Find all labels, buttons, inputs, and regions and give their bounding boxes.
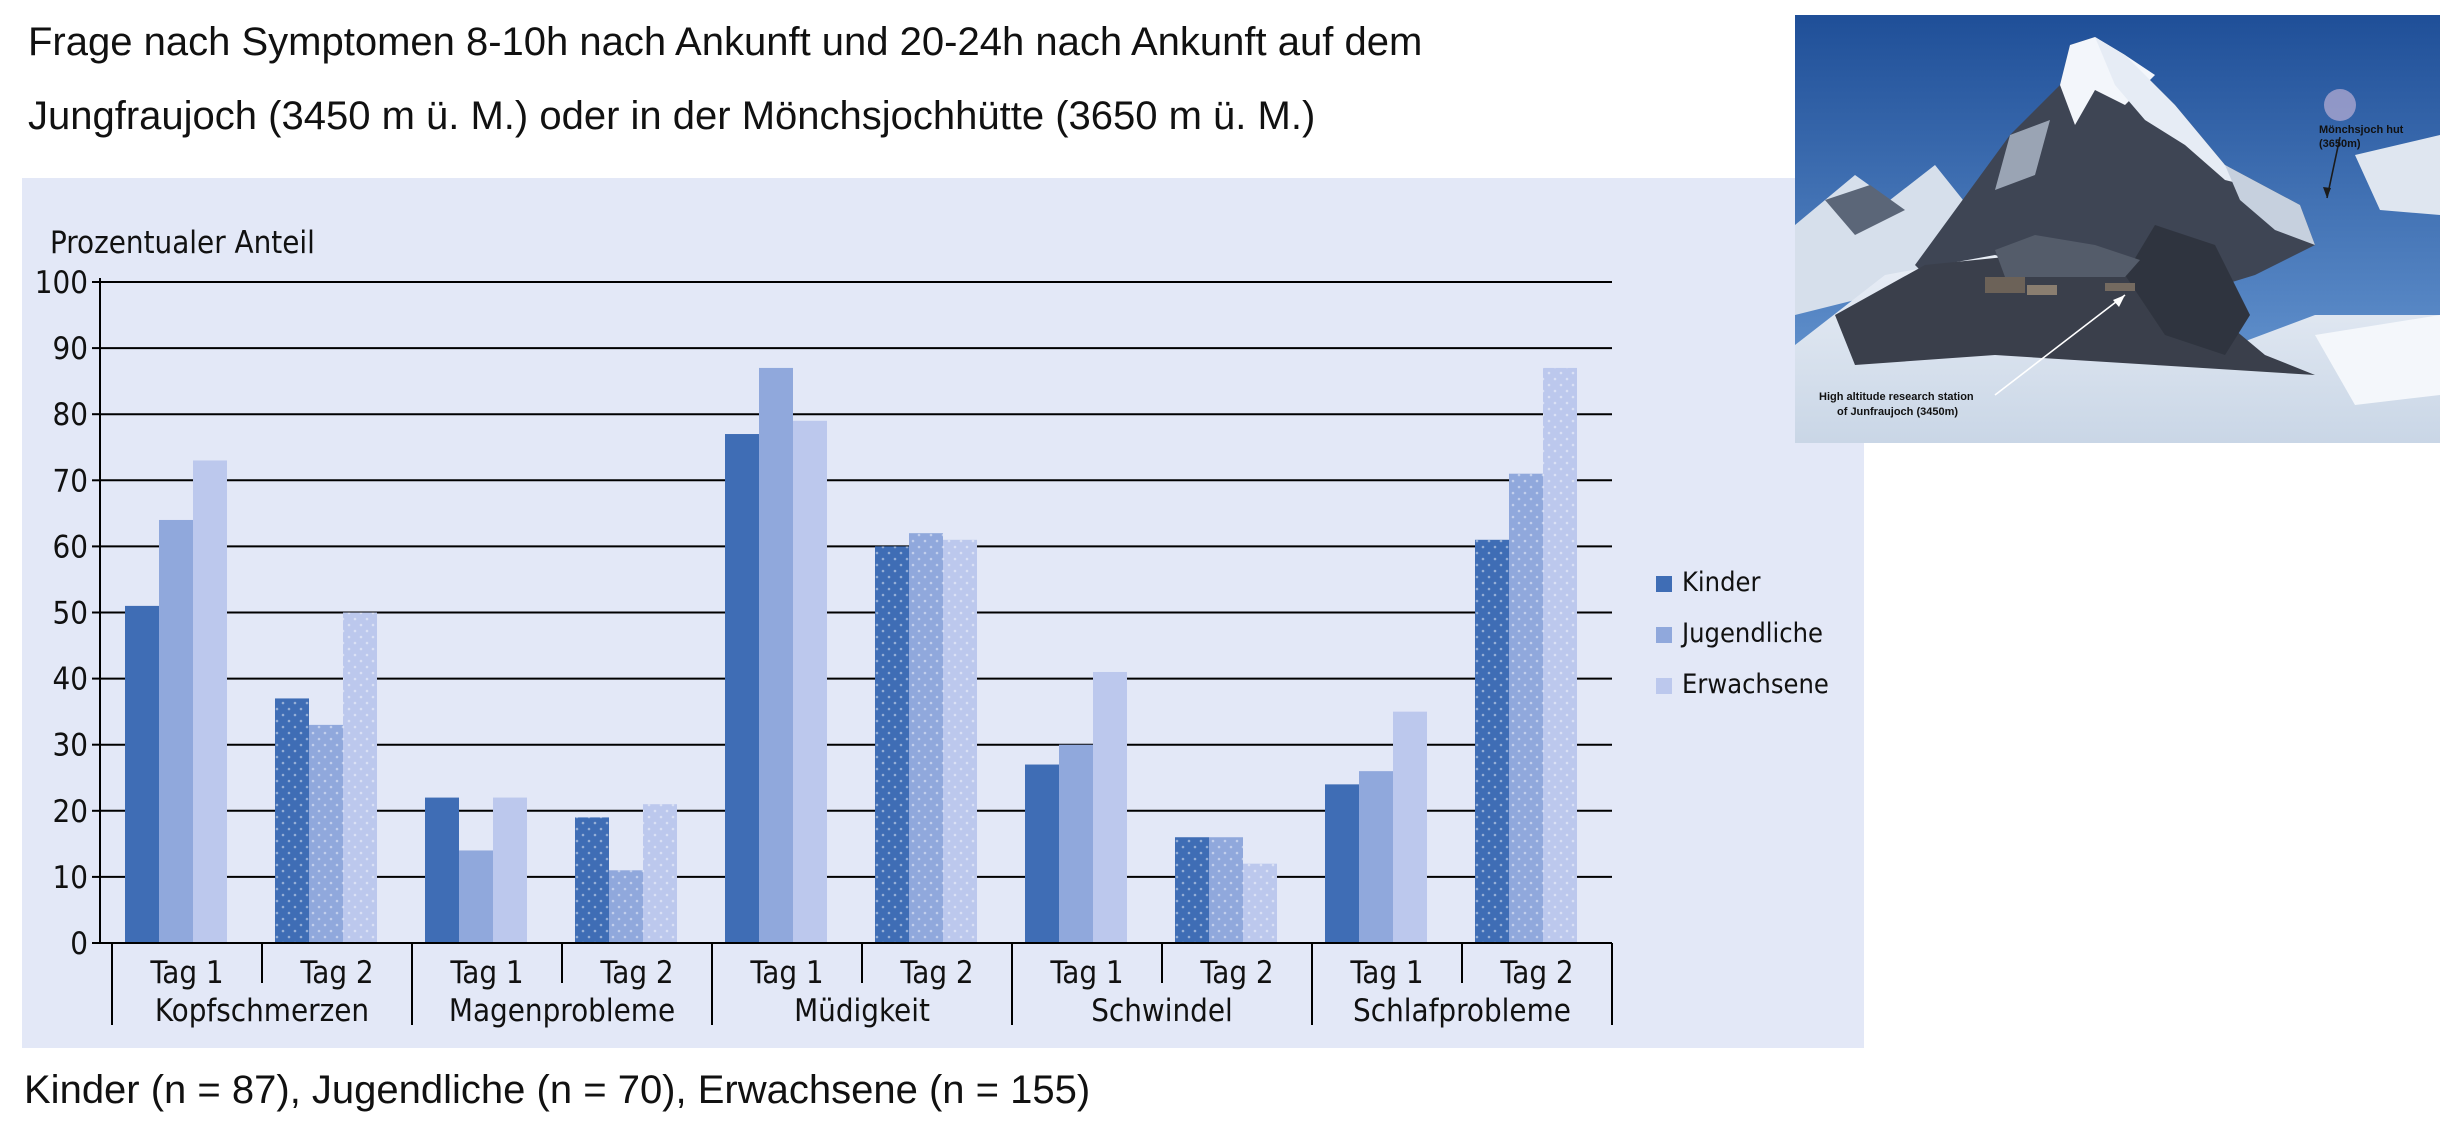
y-tick-label-40: 40: [53, 662, 88, 698]
heading-line-2: Jungfraujoch (3450 m ü. M.) oder in der …: [28, 94, 1316, 138]
footer-sample-sizes: Kinder (n = 87), Jugendliche (n = 70), E…: [24, 1068, 1091, 1112]
bar-pattern-jugendliche-3: [609, 870, 643, 943]
y-tick-label-0: 0: [70, 926, 88, 962]
bar-kinder-6: [1025, 764, 1059, 943]
x-tick-label-4: Tag 1: [749, 955, 823, 991]
x-group-label-1: Magenprobleme: [449, 993, 675, 1029]
x-tick-label-0: Tag 1: [149, 955, 223, 991]
bar-pattern-kinder-9: [1475, 539, 1509, 943]
legend-swatch-erwachsene: [1656, 678, 1672, 694]
legend-label-jugendliche: Jugendliche: [1680, 618, 1823, 649]
x-group-label-0: Kopfschmerzen: [155, 993, 369, 1029]
y-tick-label-70: 70: [53, 463, 88, 499]
y-tick-label-50: 50: [53, 596, 88, 632]
x-tick-label-7: Tag 2: [1199, 955, 1273, 991]
bar-erwachsene-2: [493, 797, 527, 943]
hut-label-line-2: (3650m): [2319, 138, 2361, 150]
bar-pattern-kinder-3: [575, 817, 609, 943]
bar-jugendliche-8: [1359, 771, 1393, 943]
bar-erwachsene-8: [1393, 711, 1427, 943]
bar-pattern-erwachsene-3: [643, 804, 677, 943]
bar-pattern-jugendliche-7: [1209, 837, 1243, 943]
x-tick-label-3: Tag 2: [599, 955, 673, 991]
station-label-line-1: High altitude research station: [1819, 391, 1974, 403]
bar-kinder-8: [1325, 784, 1359, 943]
station-label-line-2: of Junfraujoch (3450m): [1837, 406, 1959, 418]
bar-kinder-4: [725, 434, 759, 943]
x-group-label-3: Schwindel: [1091, 993, 1233, 1029]
bar-erwachsene-6: [1093, 671, 1127, 943]
bar-pattern-erwachsene-7: [1243, 863, 1277, 943]
x-tick-label-2: Tag 1: [449, 955, 523, 991]
bar-pattern-jugendliche-9: [1509, 473, 1543, 943]
x-tick-label-6: Tag 1: [1049, 955, 1123, 991]
mountain-photo: Mönchsjoch hut (3650m) High altitude res…: [1795, 15, 2440, 443]
x-tick-label-8: Tag 1: [1349, 955, 1423, 991]
x-tick-label-1: Tag 2: [299, 955, 373, 991]
bar-pattern-kinder-5: [875, 546, 909, 943]
bar-pattern-kinder-1: [275, 698, 309, 943]
bar-chart: Prozentualer Anteil 0 10 20 30 40 50 60 70 80 90 10…: [35, 225, 1829, 1029]
legend-label-kinder: Kinder: [1682, 567, 1760, 598]
y-tick-label-90: 90: [53, 331, 88, 367]
y-tick-label-100: 100: [35, 265, 88, 301]
x-tick-label-9: Tag 2: [1499, 955, 1573, 991]
bar-pattern-kinder-7: [1175, 837, 1209, 943]
bar-erwachsene-0: [193, 460, 227, 943]
bar-pattern-jugendliche-1: [309, 724, 343, 943]
x-tick-label-5: Tag 2: [899, 955, 973, 991]
bar-jugendliche-2: [459, 850, 493, 943]
bar-pattern-erwachsene-9: [1543, 367, 1577, 943]
y-tick-label-10: 10: [53, 860, 88, 896]
legend-swatch-kinder: [1656, 576, 1672, 592]
heading-line-1: Frage nach Symptomen 8-10h nach Ankunft …: [28, 20, 1423, 64]
y-tick-label-30: 30: [53, 728, 88, 764]
x-group-label-4: Schlafprobleme: [1353, 993, 1571, 1029]
y-axis-title: Prozentualer Anteil: [50, 225, 315, 261]
bar-pattern-jugendliche-5: [909, 533, 943, 943]
bar-jugendliche-0: [159, 519, 193, 943]
chart-panel: Prozentualer Anteil 0 10 20 30 40 50 60 70 80 90 10…: [22, 178, 1864, 1048]
hut-label-line-1: Mönchsjoch hut: [2319, 124, 2404, 136]
bar-kinder-2: [425, 797, 459, 943]
y-tick-label-20: 20: [53, 794, 88, 830]
y-tick-label-80: 80: [53, 397, 88, 433]
bar-erwachsene-4: [793, 420, 827, 943]
mountain-photo-image: [1795, 15, 2440, 443]
bar-kinder-0: [125, 605, 159, 943]
bar-pattern-erwachsene-1: [343, 612, 377, 943]
bar-pattern-erwachsene-5: [943, 539, 977, 943]
y-tick-label-60: 60: [53, 529, 88, 565]
bar-jugendliche-4: [759, 367, 793, 943]
bar-jugendliche-6: [1059, 744, 1093, 943]
legend-swatch-jugendliche: [1656, 627, 1672, 643]
legend-label-erwachsene: Erwachsene: [1682, 669, 1829, 700]
x-group-label-2: Müdigkeit: [794, 993, 930, 1029]
